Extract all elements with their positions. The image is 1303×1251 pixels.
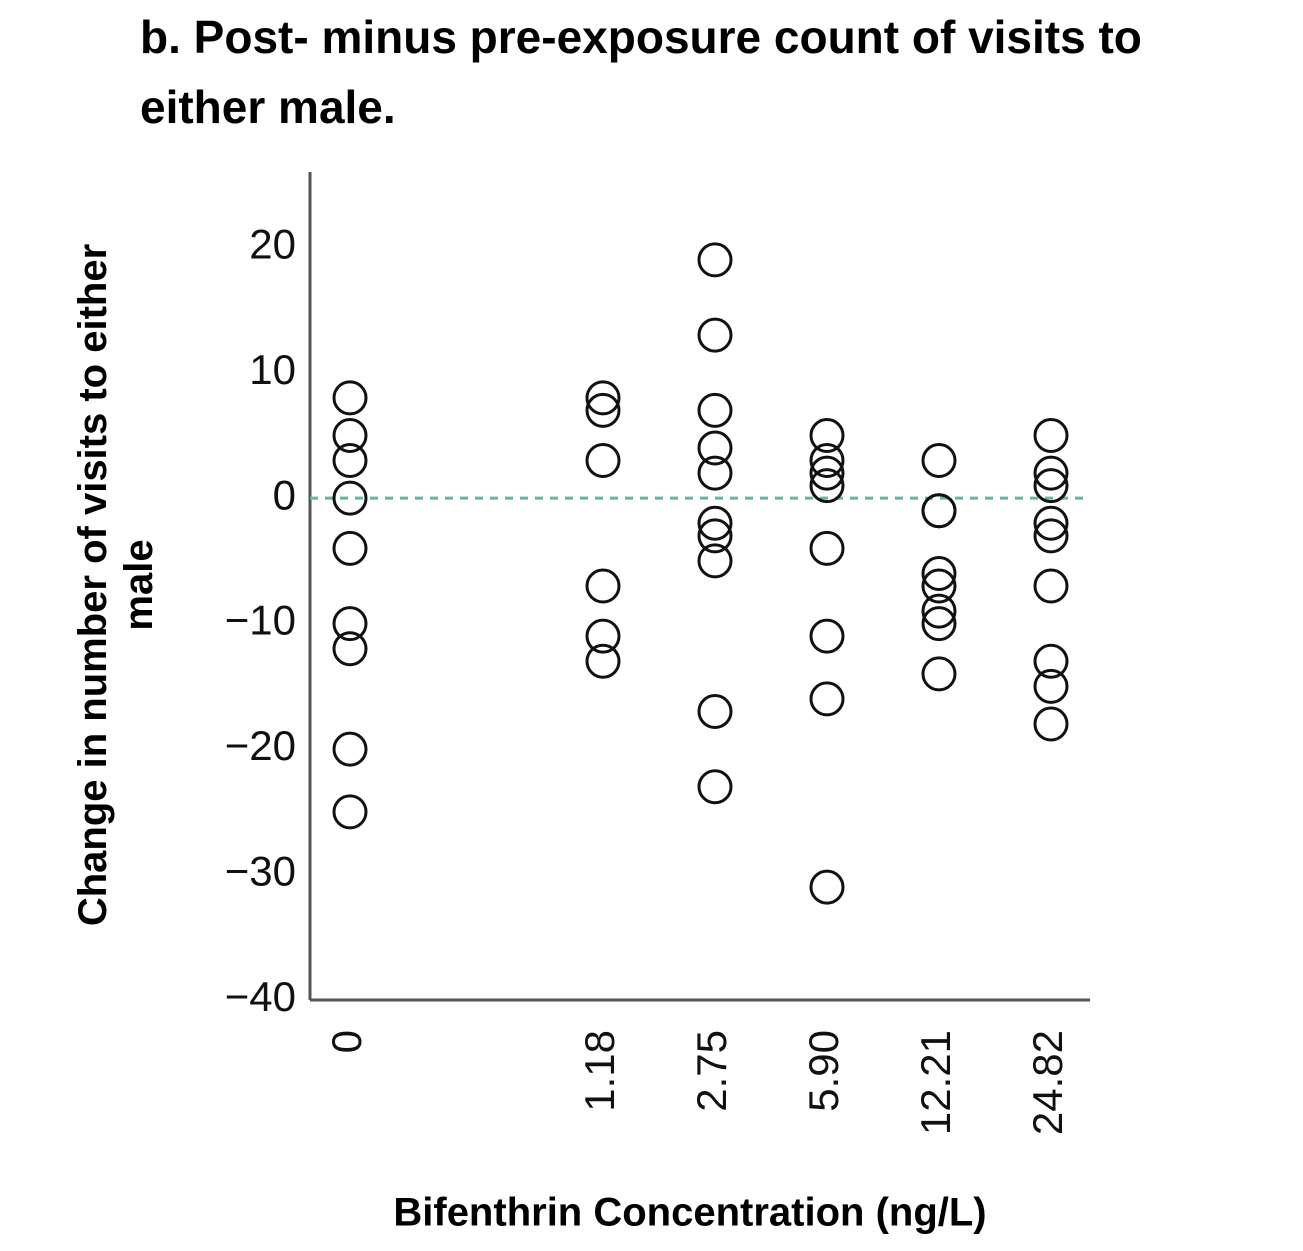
point — [585, 380, 621, 416]
point — [332, 631, 368, 667]
y-tick-label: −10 — [225, 597, 296, 644]
point — [921, 606, 957, 642]
point — [809, 417, 845, 453]
point — [921, 555, 957, 591]
x-tick-label: 0 — [323, 1030, 370, 1053]
point — [585, 618, 621, 654]
x-tick-label: 24.82 — [1024, 1030, 1071, 1135]
point — [585, 443, 621, 479]
y-tick-label: −20 — [225, 722, 296, 769]
point — [332, 606, 368, 642]
point — [809, 618, 845, 654]
x-axis-label: Bifenthrin Concentration (ng/L) — [393, 1190, 987, 1235]
point — [809, 443, 845, 479]
point — [585, 392, 621, 428]
point — [809, 455, 845, 491]
point — [697, 518, 733, 554]
point — [697, 769, 733, 805]
point — [921, 593, 957, 629]
x-tick-label: 12.21 — [912, 1030, 959, 1135]
point — [697, 543, 733, 579]
point — [697, 505, 733, 541]
y-tick-label: 0 — [273, 471, 296, 518]
point — [1033, 668, 1069, 704]
point — [332, 380, 368, 416]
point — [585, 568, 621, 604]
chart-title: b. Post- minus pre-exposure count of vis… — [140, 11, 1142, 133]
point — [1033, 643, 1069, 679]
point — [697, 242, 733, 278]
point — [1033, 518, 1069, 554]
point — [809, 869, 845, 905]
point — [697, 392, 733, 428]
point — [921, 443, 957, 479]
x-tick-label: 5.90 — [800, 1030, 847, 1112]
point — [332, 530, 368, 566]
y-tick-label: 10 — [249, 346, 296, 393]
point — [921, 493, 957, 529]
point — [1033, 468, 1069, 504]
point — [332, 417, 368, 453]
point — [585, 643, 621, 679]
point — [697, 455, 733, 491]
point — [332, 480, 368, 516]
point — [332, 731, 368, 767]
y-tick-label: 20 — [249, 220, 296, 267]
point — [697, 317, 733, 353]
point — [921, 656, 957, 692]
point — [1033, 455, 1069, 491]
point — [1033, 706, 1069, 742]
point — [332, 443, 368, 479]
point — [1033, 417, 1069, 453]
point — [1033, 568, 1069, 604]
y-tick-label: −30 — [225, 848, 296, 895]
point — [697, 430, 733, 466]
point — [809, 681, 845, 717]
point — [1033, 505, 1069, 541]
point — [921, 568, 957, 604]
x-tick-label: 1.18 — [576, 1030, 623, 1112]
point — [332, 794, 368, 830]
x-tick-label: 2.75 — [688, 1030, 735, 1112]
point — [809, 468, 845, 504]
point — [697, 693, 733, 729]
y-tick-label: −40 — [225, 973, 296, 1020]
point — [809, 530, 845, 566]
